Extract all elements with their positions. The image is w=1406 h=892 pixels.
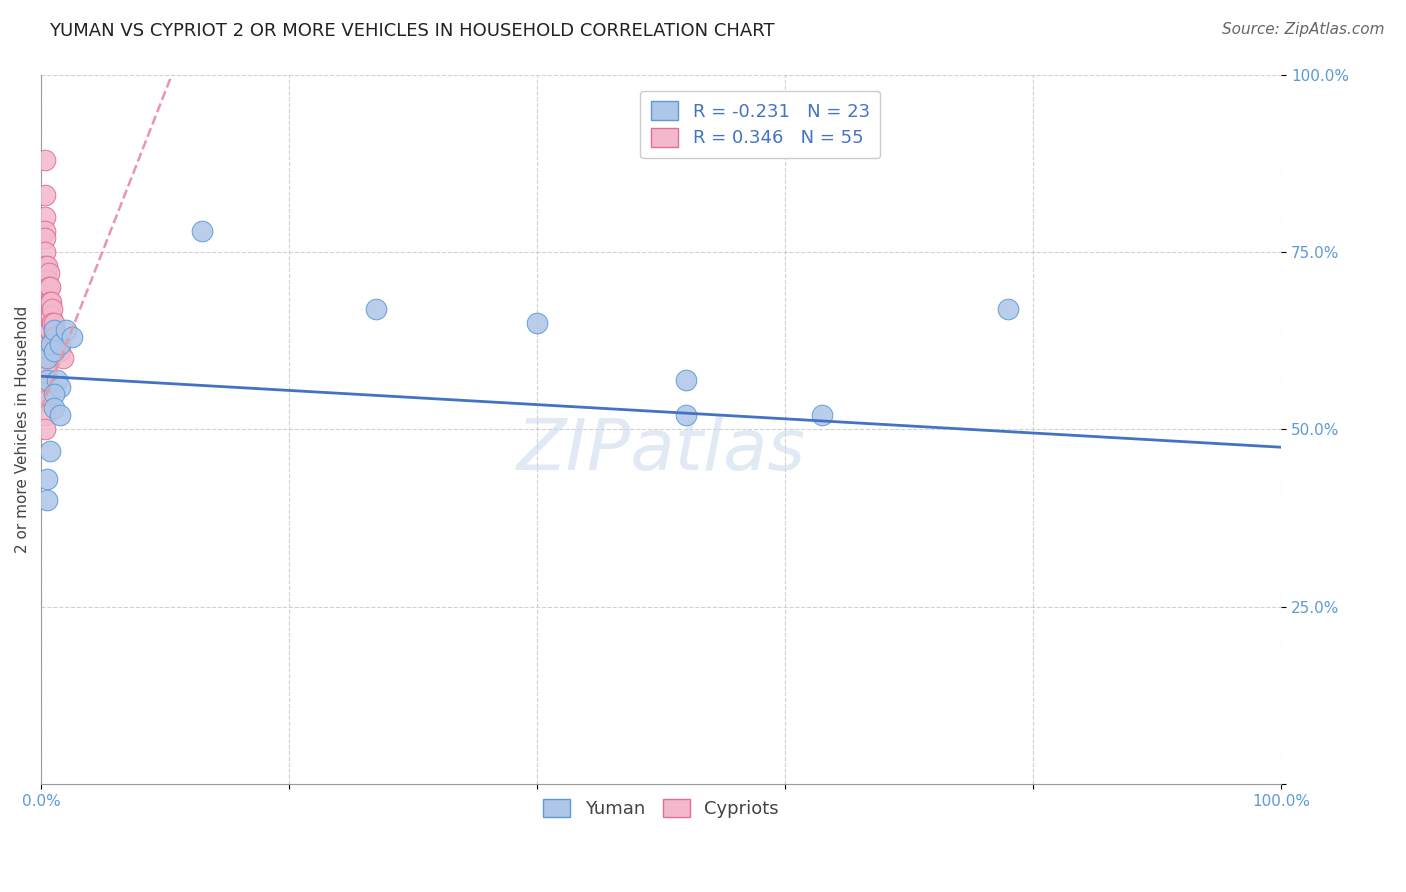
Point: [37, 351, 59, 366]
Point: [34, 224, 56, 238]
Point: [38, 266, 60, 280]
Point: [45, 330, 67, 344]
Point: [60, 330, 83, 344]
Text: Source: ZipAtlas.com: Source: ZipAtlas.com: [1222, 22, 1385, 37]
Point: [997, 301, 1019, 316]
Point: [34, 280, 56, 294]
Point: [37, 359, 59, 373]
Point: [37, 330, 59, 344]
Point: [811, 409, 834, 423]
Point: [675, 409, 697, 423]
Point: [48, 380, 70, 394]
Legend: Yuman, Cypriots: Yuman, Cypriots: [536, 791, 786, 825]
Point: [35, 294, 58, 309]
Point: [35, 337, 58, 351]
Point: [37, 287, 59, 301]
Text: YUMAN VS CYPRIOT 2 OR MORE VEHICLES IN HOUSEHOLD CORRELATION CHART: YUMAN VS CYPRIOT 2 OR MORE VEHICLES IN H…: [49, 22, 775, 40]
Point: [37, 273, 59, 287]
Point: [38, 280, 60, 294]
Point: [37, 472, 59, 486]
Point: [39, 309, 62, 323]
Point: [37, 259, 59, 273]
Point: [35, 366, 58, 380]
Point: [38, 443, 60, 458]
Point: [38, 309, 60, 323]
Point: [34, 409, 56, 423]
Point: [34, 210, 56, 224]
Point: [48, 337, 70, 351]
Point: [37, 373, 59, 387]
Point: [46, 337, 69, 351]
Point: [34, 316, 56, 330]
Y-axis label: 2 or more Vehicles in Household: 2 or more Vehicles in Household: [15, 306, 30, 553]
Point: [37, 301, 59, 316]
Point: [38, 323, 60, 337]
Point: [34, 330, 56, 344]
Point: [46, 373, 69, 387]
Point: [34, 153, 56, 167]
Point: [35, 266, 58, 280]
Point: [52, 351, 75, 366]
Point: [37, 344, 59, 359]
Point: [38, 294, 60, 309]
Point: [38, 280, 60, 294]
Point: [526, 316, 548, 330]
Point: [41, 301, 63, 316]
Point: [42, 401, 65, 416]
Point: [38, 294, 60, 309]
Point: [34, 245, 56, 260]
Point: [35, 280, 58, 294]
Point: [34, 231, 56, 245]
Point: [42, 387, 65, 401]
Point: [34, 344, 56, 359]
Point: [42, 323, 65, 337]
Text: ZIPatlas: ZIPatlas: [516, 417, 806, 485]
Point: [35, 309, 58, 323]
Point: [34, 359, 56, 373]
Point: [39, 294, 62, 309]
Point: [41, 316, 63, 330]
Point: [34, 373, 56, 387]
Point: [34, 294, 56, 309]
Point: [37, 316, 59, 330]
Point: [34, 394, 56, 409]
Point: [42, 330, 65, 344]
Point: [38, 323, 60, 337]
Point: [34, 380, 56, 394]
Point: [42, 316, 65, 330]
Point: [37, 493, 59, 508]
Point: [38, 309, 60, 323]
Point: [39, 337, 62, 351]
Point: [34, 259, 56, 273]
Point: [191, 224, 214, 238]
Point: [55, 323, 77, 337]
Point: [48, 344, 70, 359]
Point: [42, 344, 65, 359]
Point: [34, 301, 56, 316]
Point: [35, 351, 58, 366]
Point: [34, 266, 56, 280]
Point: [48, 409, 70, 423]
Point: [675, 373, 697, 387]
Point: [35, 323, 58, 337]
Point: [34, 422, 56, 436]
Point: [364, 301, 387, 316]
Point: [34, 188, 56, 202]
